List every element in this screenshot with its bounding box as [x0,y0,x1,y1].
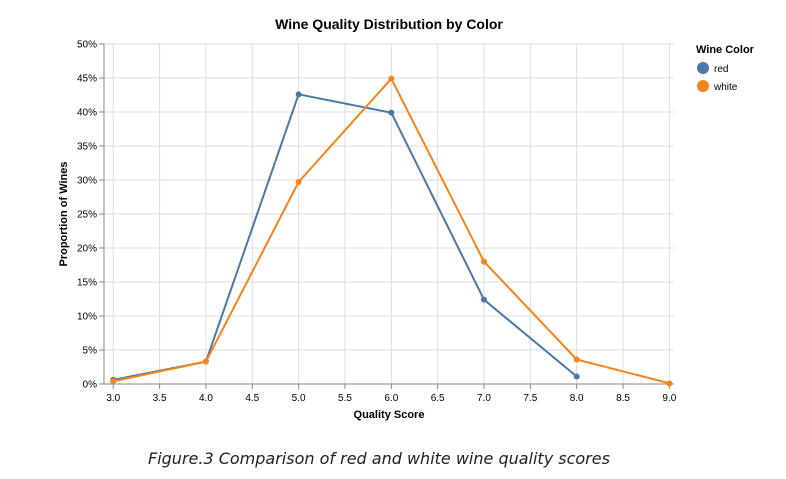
x-tick-label: 7.5 [523,393,537,404]
x-tick-label: 3.5 [153,393,167,404]
data-point-white [295,179,302,186]
data-point-red [573,373,580,380]
data-point-red [295,91,302,98]
y-tick-label: 5% [83,346,98,357]
data-point-white [110,378,117,385]
x-tick-label: 8.5 [616,393,630,404]
x-tick-label: 8.0 [570,393,584,404]
x-tick-label: 9.0 [662,393,676,404]
x-tick-label: 4.0 [199,393,213,404]
y-tick-label: 40% [77,108,97,119]
data-point-white [202,358,209,365]
y-tick-label: 45% [77,74,97,85]
y-axis-label: Proportion of Wines [58,161,70,266]
legend-marker-white [697,80,709,92]
x-tick-label: 7.0 [477,393,491,404]
y-tick-label: 25% [77,210,97,221]
data-point-red [388,109,395,116]
y-tick-label: 35% [77,142,97,153]
x-axis-label: Quality Score [354,409,425,421]
y-tick-label: 50% [77,40,97,51]
x-tick-label: 5.5 [338,393,352,404]
legend-marker-red [697,62,709,74]
x-tick-label: 6.0 [384,393,398,404]
data-point-white [481,258,487,265]
chart: Wine Quality Distribution by Color 0% 5% 1… [58,16,755,421]
legend-title: Wine Color [696,44,755,56]
x-tick-label: 6.5 [431,393,445,404]
legend: Wine Color red white [696,44,755,93]
y-tick-label: 10% [77,312,97,323]
data-point-white [388,75,395,82]
y-tick-label: 0% [83,380,98,391]
legend-label-white: white [713,82,738,93]
y-tick-label: 30% [77,176,97,187]
plot-area: 0% 5% 10% 15% 20% 25% 30% 35% 40% 45% 50% 3.0 3.5 4.0… [77,40,677,405]
y-tick-label: 20% [77,244,97,255]
figure-caption: Figure.3 Comparison of red and white win… [148,449,610,468]
x-tick-label: 4.5 [245,393,259,404]
data-point-white [666,380,673,387]
x-tick-label: 3.0 [106,393,120,404]
legend-label-red: red [714,64,728,75]
data-point-white [573,356,580,363]
y-tick-label: 15% [77,278,97,289]
x-tick-label: 5.0 [292,393,306,404]
chart-title: Wine Quality Distribution by Color [275,16,503,32]
data-point-red [481,296,487,303]
